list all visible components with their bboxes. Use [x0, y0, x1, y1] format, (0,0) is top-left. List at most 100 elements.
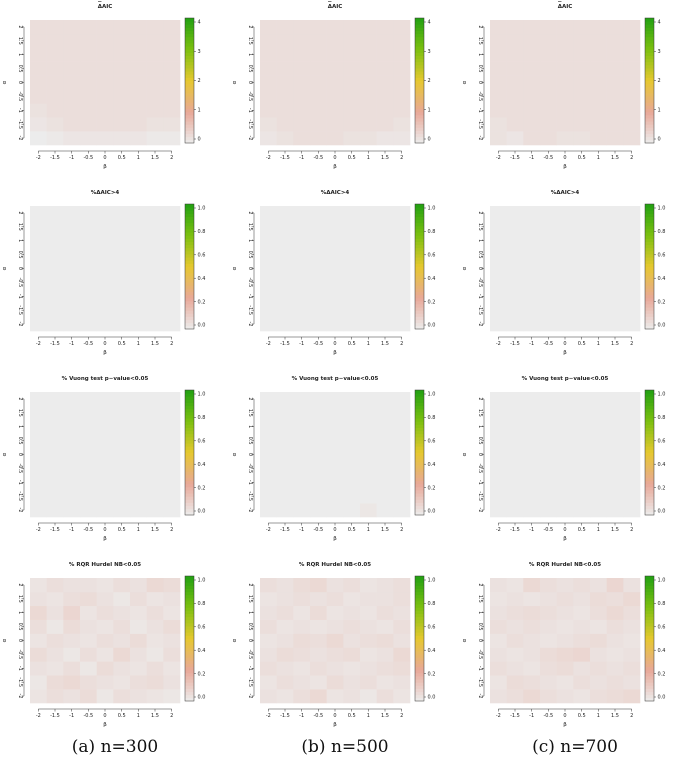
heatmap-cell: [96, 503, 114, 518]
heatmap-cell: [260, 289, 277, 304]
colorbar-tick-label: 0.8: [658, 601, 666, 607]
x-tick-label: 0.5: [348, 341, 356, 347]
heatmap-cell: [276, 503, 294, 518]
heatmap-cell: [80, 689, 97, 704]
heatmap-cell: [623, 247, 641, 262]
heatmap-cell: [523, 289, 541, 304]
x-tick-label: 1: [597, 155, 600, 161]
heatmap-cell: [556, 131, 574, 146]
heatmap-cell: [506, 289, 524, 304]
heatmap-cell: [523, 317, 541, 332]
heatmap-cell: [556, 275, 574, 290]
colorbar-segment: [185, 263, 194, 267]
heatmap-cell: [590, 503, 607, 518]
heatmap-cell: [130, 61, 147, 76]
colorbar-segment: [185, 688, 194, 693]
colorbar-tick-label: 1: [658, 107, 661, 113]
y-axis-label: α: [232, 452, 238, 456]
heatmap-cell: [556, 20, 574, 35]
heatmap-cell: [96, 303, 114, 318]
heatmap-cell: [30, 419, 47, 434]
heatmap-cell: [310, 475, 327, 490]
colorbar-segment: [185, 697, 194, 702]
heatmap-cell: [606, 405, 624, 421]
colorbar-tick-label: 1: [198, 107, 201, 113]
heatmap-cell: [80, 117, 97, 132]
heatmap-cell: [490, 461, 507, 476]
heatmap-cell: [326, 647, 344, 662]
heatmap-cell: [376, 647, 394, 662]
x-tick-label: 0.5: [578, 527, 586, 533]
heatmap-cell: [96, 117, 114, 132]
colorbar-segment: [645, 682, 654, 686]
colorbar-segment: [415, 247, 424, 252]
heatmap-cell: [130, 578, 147, 593]
column-caption: (c) n=700: [532, 737, 618, 757]
y-tick-label: 1: [477, 239, 483, 242]
colorbar-segment: [415, 666, 424, 671]
colorbar-segment: [415, 136, 424, 141]
x-tick-label: -0.5: [543, 155, 553, 161]
heatmap-cell: [113, 503, 131, 518]
colorbar-segment: [645, 396, 654, 400]
heatmap-cell: [376, 392, 394, 407]
heatmap-cell: [556, 206, 574, 221]
colorbar-tick-label: 0.0: [658, 695, 666, 701]
heatmap-cell: [113, 475, 131, 490]
colorbar-segment: [415, 679, 424, 683]
y-tick-label: 1: [477, 611, 483, 614]
heatmap-cell: [360, 289, 377, 304]
colorbar-tick-label: 0.4: [658, 276, 666, 282]
heatmap-cell: [276, 233, 294, 248]
heatmap-cell: [376, 103, 394, 118]
heatmap-cell: [46, 605, 64, 620]
heatmap-cell: [523, 219, 541, 235]
x-tick-label: 0.5: [348, 713, 356, 719]
colorbar-segment: [415, 644, 424, 649]
heatmap-cell: [46, 33, 64, 49]
heatmap-cell: [80, 275, 97, 290]
colorbar-segment: [415, 52, 424, 56]
heatmap-cell: [276, 131, 294, 146]
heatmap-cell: [590, 103, 607, 118]
x-tick-label: -0.5: [543, 341, 553, 347]
heatmap-cell: [376, 591, 394, 607]
colorbar-segment: [185, 27, 194, 31]
x-tick-label: -0.5: [83, 341, 93, 347]
heatmap-cell: [146, 261, 164, 276]
colorbar-segment: [415, 604, 424, 608]
heatmap-cell: [523, 233, 541, 248]
heatmap-cell: [490, 578, 507, 593]
colorbar-segment: [415, 591, 424, 596]
panel-2-0: % Vuong test p−value<0.05-2 -1.5 -1 -0.5 0 0.…: [2, 376, 205, 542]
heatmap-cell: [393, 317, 411, 332]
y-tick-label: 0.5: [477, 437, 483, 445]
heatmap-cell: [113, 33, 131, 49]
heatmap-cell: [80, 405, 97, 421]
heatmap-cell: [490, 219, 507, 235]
heatmap-cell: [490, 675, 507, 690]
heatmap-cell: [360, 605, 377, 620]
colorbar-segment: [185, 304, 194, 308]
colorbar-segment: [645, 405, 654, 410]
y-tick-label: 0: [17, 267, 23, 270]
heatmap-cell: [326, 117, 344, 132]
colorbar-segment: [645, 269, 654, 274]
heatmap-cell: [393, 247, 411, 262]
colorbar-tick-label: 0.8: [198, 415, 206, 421]
heatmap-cell: [343, 633, 361, 648]
x-tick-label: -2: [496, 527, 501, 533]
colorbar-segment: [645, 111, 654, 116]
heatmap-cell: [540, 20, 557, 35]
colorbar-segment: [185, 121, 194, 125]
colorbar-segment: [185, 486, 194, 491]
heatmap-cell: [343, 591, 361, 607]
y-tick-label: -1.5: [247, 677, 253, 687]
colorbar-segment: [645, 452, 654, 457]
x-tick-label: 0.5: [118, 713, 126, 719]
heatmap-cell: [393, 89, 411, 104]
heatmap-cell: [343, 20, 361, 35]
x-tick-label: 1: [367, 527, 370, 533]
colorbar-segment: [645, 493, 654, 497]
colorbar-segment: [415, 635, 424, 639]
